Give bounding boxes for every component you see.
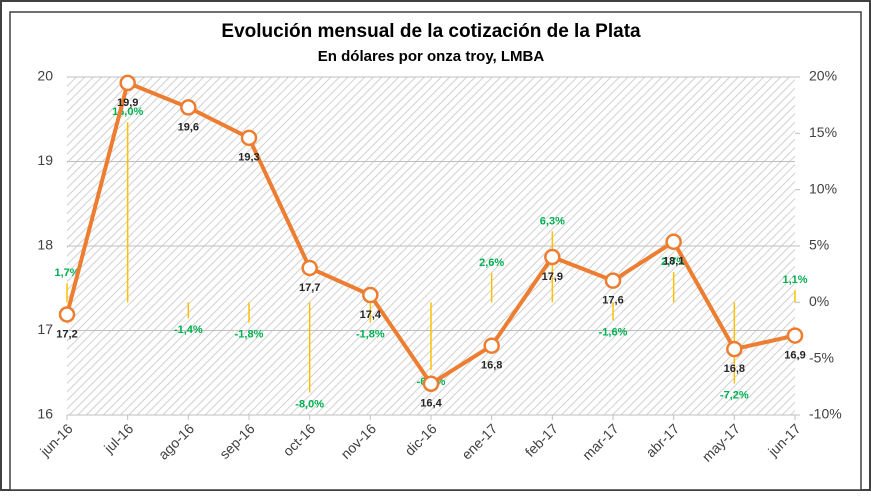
y2-tick-label: 20% — [809, 68, 837, 84]
point-label: 19,9 — [117, 97, 138, 109]
bar-label: 6,3% — [540, 215, 565, 227]
point-label: 19,6 — [178, 121, 199, 133]
bar-label: -1,8% — [235, 329, 264, 341]
y-tick-label: 20 — [37, 68, 53, 84]
bar-label: 1,1% — [782, 274, 807, 286]
point-label: 19,3 — [238, 152, 259, 164]
marker — [180, 99, 197, 116]
bar-label: -7,2% — [720, 389, 749, 401]
marker — [544, 248, 561, 266]
bar-label: -1,6% — [599, 326, 628, 338]
bar-label: 1,7% — [54, 267, 79, 279]
y-tick-label: 18 — [37, 237, 53, 253]
marker — [240, 129, 258, 147]
bar-label: -1,8% — [356, 329, 385, 341]
marker — [58, 306, 76, 323]
marker — [786, 327, 804, 344]
bar-label: 2,7% — [661, 256, 686, 268]
point-label: 18,1 — [663, 256, 684, 268]
y-tick-label: 19 — [37, 152, 53, 168]
marker — [726, 340, 743, 358]
point-label: 17,7 — [299, 282, 320, 294]
y-tick-label: 16 — [37, 406, 53, 422]
y2-tick-label: -10% — [809, 406, 842, 422]
y2-tick-label: 0% — [809, 293, 829, 309]
point-label: 16,4 — [420, 398, 442, 410]
bar-label: -8,0% — [295, 398, 324, 410]
marker — [604, 272, 622, 289]
marker — [362, 286, 379, 304]
y2-tick-label: 15% — [809, 124, 837, 140]
point-label: 17,6 — [602, 295, 623, 307]
bar-label: 2,6% — [479, 257, 504, 269]
chart-subtitle: En dólares por onza troy, LMBA — [318, 48, 545, 65]
marker — [483, 337, 500, 354]
marker — [422, 375, 440, 392]
point-label: 17,2 — [56, 328, 77, 340]
y2-tick-label: 10% — [809, 180, 837, 196]
marker — [665, 233, 682, 251]
marker — [301, 259, 318, 277]
point-label: 16,9 — [784, 349, 805, 361]
point-label: 17,9 — [542, 271, 563, 283]
point-label: 16,8 — [481, 360, 502, 372]
y2-tick-label: -5% — [809, 349, 834, 365]
y-tick-label: 17 — [37, 321, 53, 337]
y2-tick-label: 5% — [809, 237, 829, 253]
marker — [119, 74, 136, 92]
bar-label: -1,4% — [174, 324, 203, 336]
chart-title: Evolución mensual de la cotización de la… — [221, 21, 641, 42]
point-label: 16,8 — [724, 363, 745, 375]
point-label: 17,4 — [360, 309, 382, 321]
